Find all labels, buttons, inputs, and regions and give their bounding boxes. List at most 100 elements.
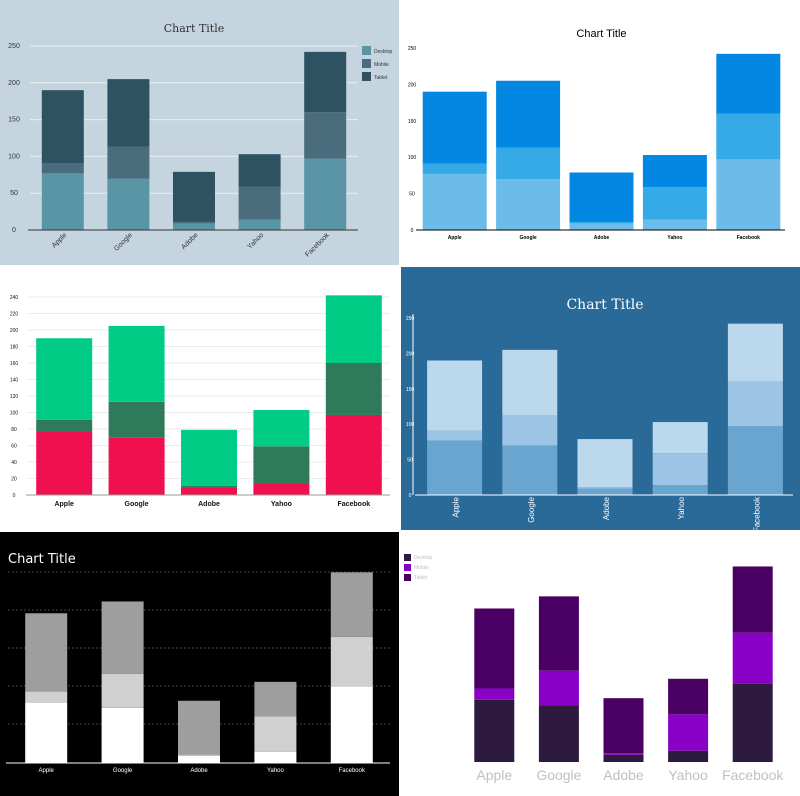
- x-category-label-apple: Apple: [54, 501, 74, 508]
- x-category-label-facebook: Facebook: [752, 496, 761, 530]
- bar-facebook-series-1: [325, 414, 382, 495]
- bar-yahoo-series-2: [652, 453, 708, 486]
- legend-label-tablet: Tablet: [374, 75, 388, 81]
- bar-adobe-series-3: [181, 429, 237, 486]
- bar-apple-series-1: [427, 440, 483, 495]
- bar-yahoo-series-3: [254, 681, 297, 717]
- bar-google-series-1: [108, 437, 165, 495]
- bar-facebook-mobile: [732, 632, 773, 684]
- bar-adobe-desktop: [173, 223, 215, 230]
- y-tick-label-250: 250: [8, 43, 20, 50]
- bar-yahoo-series-2: [254, 716, 297, 752]
- x-category-label-adobe: Adobe: [603, 767, 644, 783]
- bar-facebook-series-3: [325, 295, 382, 363]
- chart-panel-4: 0 50 100 150 200 250 Apple Google Adobe Yahoo Face…: [401, 267, 800, 530]
- y-tick-label-200: 200: [10, 328, 19, 334]
- legend-label-desktop: Desktop: [414, 555, 433, 561]
- bar-adobe-series-1: [178, 755, 220, 763]
- y-tick-label-150: 150: [406, 387, 415, 393]
- bar-apple-mobile: [41, 163, 84, 174]
- bar-yahoo-mobile: [238, 186, 281, 220]
- y-tick-label-0: 0: [409, 493, 412, 499]
- bar-facebook-series-2: [727, 381, 783, 427]
- bar-yahoo-series-2: [642, 187, 707, 220]
- x-category-label-apple: Apple: [476, 767, 512, 783]
- bar-yahoo-series-2: [253, 446, 310, 484]
- legend-label-mobile: Mobile: [414, 565, 429, 571]
- x-category-label-google: Google: [113, 768, 133, 774]
- y-tick-label-150: 150: [408, 119, 417, 125]
- bar-google-series-1: [101, 707, 144, 763]
- chart-title: Chart Title: [8, 552, 76, 567]
- y-tick-label-0: 0: [13, 493, 16, 499]
- bar-google-series-2: [108, 401, 165, 438]
- legend-swatch-mobile: [404, 564, 411, 571]
- chart-title: Chart Title: [566, 297, 643, 313]
- bar-adobe-series-2: [577, 487, 633, 489]
- x-category-label-adobe: Adobe: [198, 501, 220, 508]
- bar-yahoo-desktop: [238, 219, 281, 230]
- x-category-label-google: Google: [519, 235, 536, 241]
- bar-apple-mobile: [474, 688, 515, 700]
- y-tick-label-200: 200: [406, 351, 415, 357]
- bar-google-series-3: [101, 601, 144, 674]
- bar-facebook-series-2: [325, 363, 382, 415]
- y-tick-label-50: 50: [10, 190, 18, 197]
- bar-apple-desktop: [474, 699, 515, 762]
- y-tick-label-100: 100: [8, 153, 20, 160]
- bar-google-series-2: [502, 414, 558, 446]
- bar-adobe-series-1: [569, 223, 634, 230]
- y-tick-label-120: 120: [10, 394, 19, 400]
- bar-yahoo-series-3: [642, 155, 707, 188]
- bar-apple-series-2: [427, 430, 483, 441]
- x-category-label-yahoo: Yahoo: [677, 496, 686, 519]
- chart-panel-6: Apple Google Adobe Yahoo Facebook Desktop Mobi…: [401, 532, 800, 796]
- bar-google-series-3: [496, 80, 561, 148]
- x-category-label-facebook: Facebook: [337, 501, 370, 508]
- bar-google-tablet: [107, 79, 150, 147]
- x-category-label-yahoo: Yahoo: [271, 501, 292, 508]
- bar-apple-desktop: [41, 173, 84, 230]
- bar-facebook-series-1: [727, 426, 783, 495]
- y-tick-label-20: 20: [11, 477, 17, 483]
- bar-apple-series-1: [36, 431, 93, 495]
- chart-svg-3: 0 20 40 60 80 100 120 140 160 180 200 220 240 Apple Go…: [0, 267, 399, 530]
- bar-yahoo-series-1: [254, 751, 297, 763]
- bar-apple-series-3: [36, 338, 93, 420]
- bar-facebook-series-2: [716, 113, 781, 160]
- legend-swatch-mobile: [362, 59, 371, 68]
- x-category-label-facebook: Facebook: [339, 768, 366, 774]
- bar-facebook-series-3: [716, 53, 781, 114]
- chart-title: Chart Title: [164, 22, 225, 35]
- bar-adobe-series-3: [178, 700, 220, 755]
- x-category-label-apple: Apple: [39, 768, 55, 774]
- x-category-label-apple: Apple: [452, 496, 461, 517]
- legend-label-tablet: Tablet: [414, 575, 428, 581]
- bar-apple-series-1: [25, 702, 68, 763]
- bar-yahoo-mobile: [668, 714, 709, 751]
- bar-facebook-series-1: [716, 159, 781, 230]
- bar-apple-tablet: [41, 90, 84, 164]
- bar-apple-series-3: [427, 360, 483, 431]
- y-tick-label-50: 50: [409, 192, 415, 198]
- bar-adobe-series-2: [178, 754, 220, 756]
- legend-label-desktop: Desktop: [374, 49, 393, 55]
- bar-adobe-tablet: [603, 698, 644, 754]
- y-tick-label-200: 200: [408, 82, 417, 88]
- bar-yahoo-tablet: [238, 154, 281, 187]
- x-category-label-google: Google: [536, 767, 581, 783]
- bar-adobe-series-1: [181, 487, 237, 495]
- x-category-label-yahoo: Yahoo: [668, 767, 708, 783]
- y-tick-label-60: 60: [11, 444, 17, 450]
- bar-adobe-desktop: [603, 754, 644, 762]
- bar-facebook-mobile: [304, 112, 347, 159]
- x-category-label-yahoo: Yahoo: [667, 235, 682, 241]
- bar-google-series-1: [496, 179, 561, 230]
- bar-facebook-series-3: [330, 572, 373, 637]
- bar-yahoo-series-1: [642, 219, 707, 230]
- bar-facebook-desktop: [304, 158, 347, 230]
- bar-yahoo-tablet: [668, 678, 709, 715]
- bar-yahoo-desktop: [668, 750, 709, 762]
- bar-facebook-series-2: [330, 636, 373, 687]
- y-tick-label-80: 80: [11, 427, 17, 433]
